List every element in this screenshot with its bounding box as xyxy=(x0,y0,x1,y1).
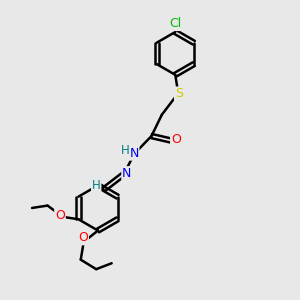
Text: N: N xyxy=(122,167,131,180)
Text: O: O xyxy=(78,232,88,244)
Text: S: S xyxy=(175,87,183,100)
Text: O: O xyxy=(171,134,181,146)
Text: Cl: Cl xyxy=(169,17,182,30)
Text: H: H xyxy=(92,178,100,192)
Text: O: O xyxy=(55,209,65,222)
Text: N: N xyxy=(129,147,139,160)
Text: H: H xyxy=(121,144,130,157)
